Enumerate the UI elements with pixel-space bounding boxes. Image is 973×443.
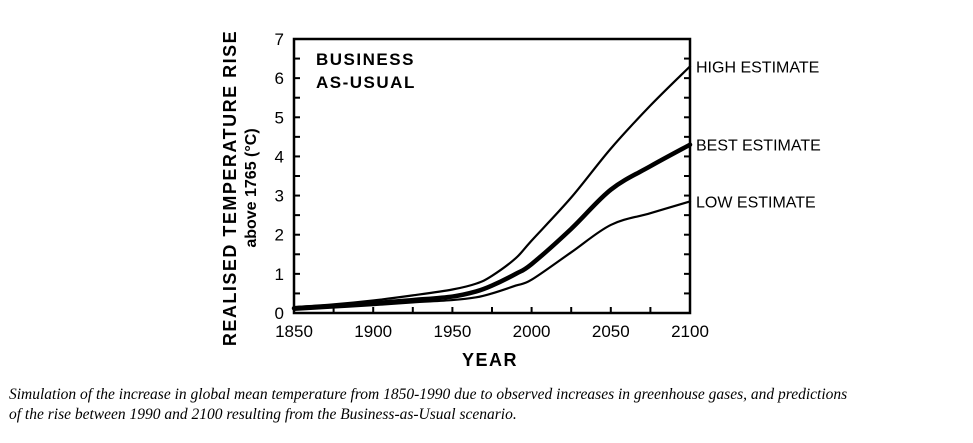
temperature-chart: 1850 1900 1950 2000 2050 2100 0 1 2 3 4 5 6 7 BUSINE… <box>220 30 821 370</box>
x-tick-label: 1900 <box>354 322 392 341</box>
best-estimate-label: BEST ESTIMATE <box>696 138 821 155</box>
y-axis-subtitle: above 1765 (°C) <box>243 128 260 247</box>
series-labels: HIGH ESTIMATE BEST ESTIMATE LOW ESTIMATE <box>696 59 821 211</box>
figure-caption: Simulation of the increase in global mea… <box>9 385 969 425</box>
annotation-line-2: AS-USUAL <box>316 73 416 92</box>
y-tick-label: 7 <box>275 30 284 49</box>
x-axis-title: YEAR <box>462 350 518 370</box>
caption-line-2: of the rise between 1990 and 2100 result… <box>9 406 517 423</box>
best-estimate-line <box>291 142 693 311</box>
x-tick-label: 1850 <box>275 322 313 341</box>
series-lines <box>291 65 693 311</box>
y-tick-label: 5 <box>275 108 284 127</box>
low-estimate-line <box>292 200 692 311</box>
x-tick-label: 2100 <box>671 322 709 341</box>
x-axis-ticks: 1850 1900 1950 2000 2050 2100 <box>275 307 709 341</box>
x-tick-label: 2000 <box>513 322 551 341</box>
plot-frame <box>292 37 692 315</box>
high-estimate-label: HIGH ESTIMATE <box>696 59 819 76</box>
y-tick-label: 3 <box>275 187 284 206</box>
y-tick-label: 2 <box>275 226 284 245</box>
annotation-line-1: BUSINESS <box>316 50 415 69</box>
y-tick-label: 6 <box>275 69 284 88</box>
caption-line-1: Simulation of the increase in global mea… <box>9 386 848 403</box>
y-axis-title: REALISED TEMPERATURE RISE <box>220 30 240 346</box>
low-estimate-label: LOW ESTIMATE <box>696 194 816 211</box>
high-estimate-line <box>292 65 692 309</box>
y-tick-label: 4 <box>275 147 284 166</box>
y-tick-label: 0 <box>275 304 284 323</box>
x-tick-label: 2050 <box>592 322 630 341</box>
y-tick-label: 1 <box>275 265 284 284</box>
x-tick-label: 1950 <box>433 322 471 341</box>
